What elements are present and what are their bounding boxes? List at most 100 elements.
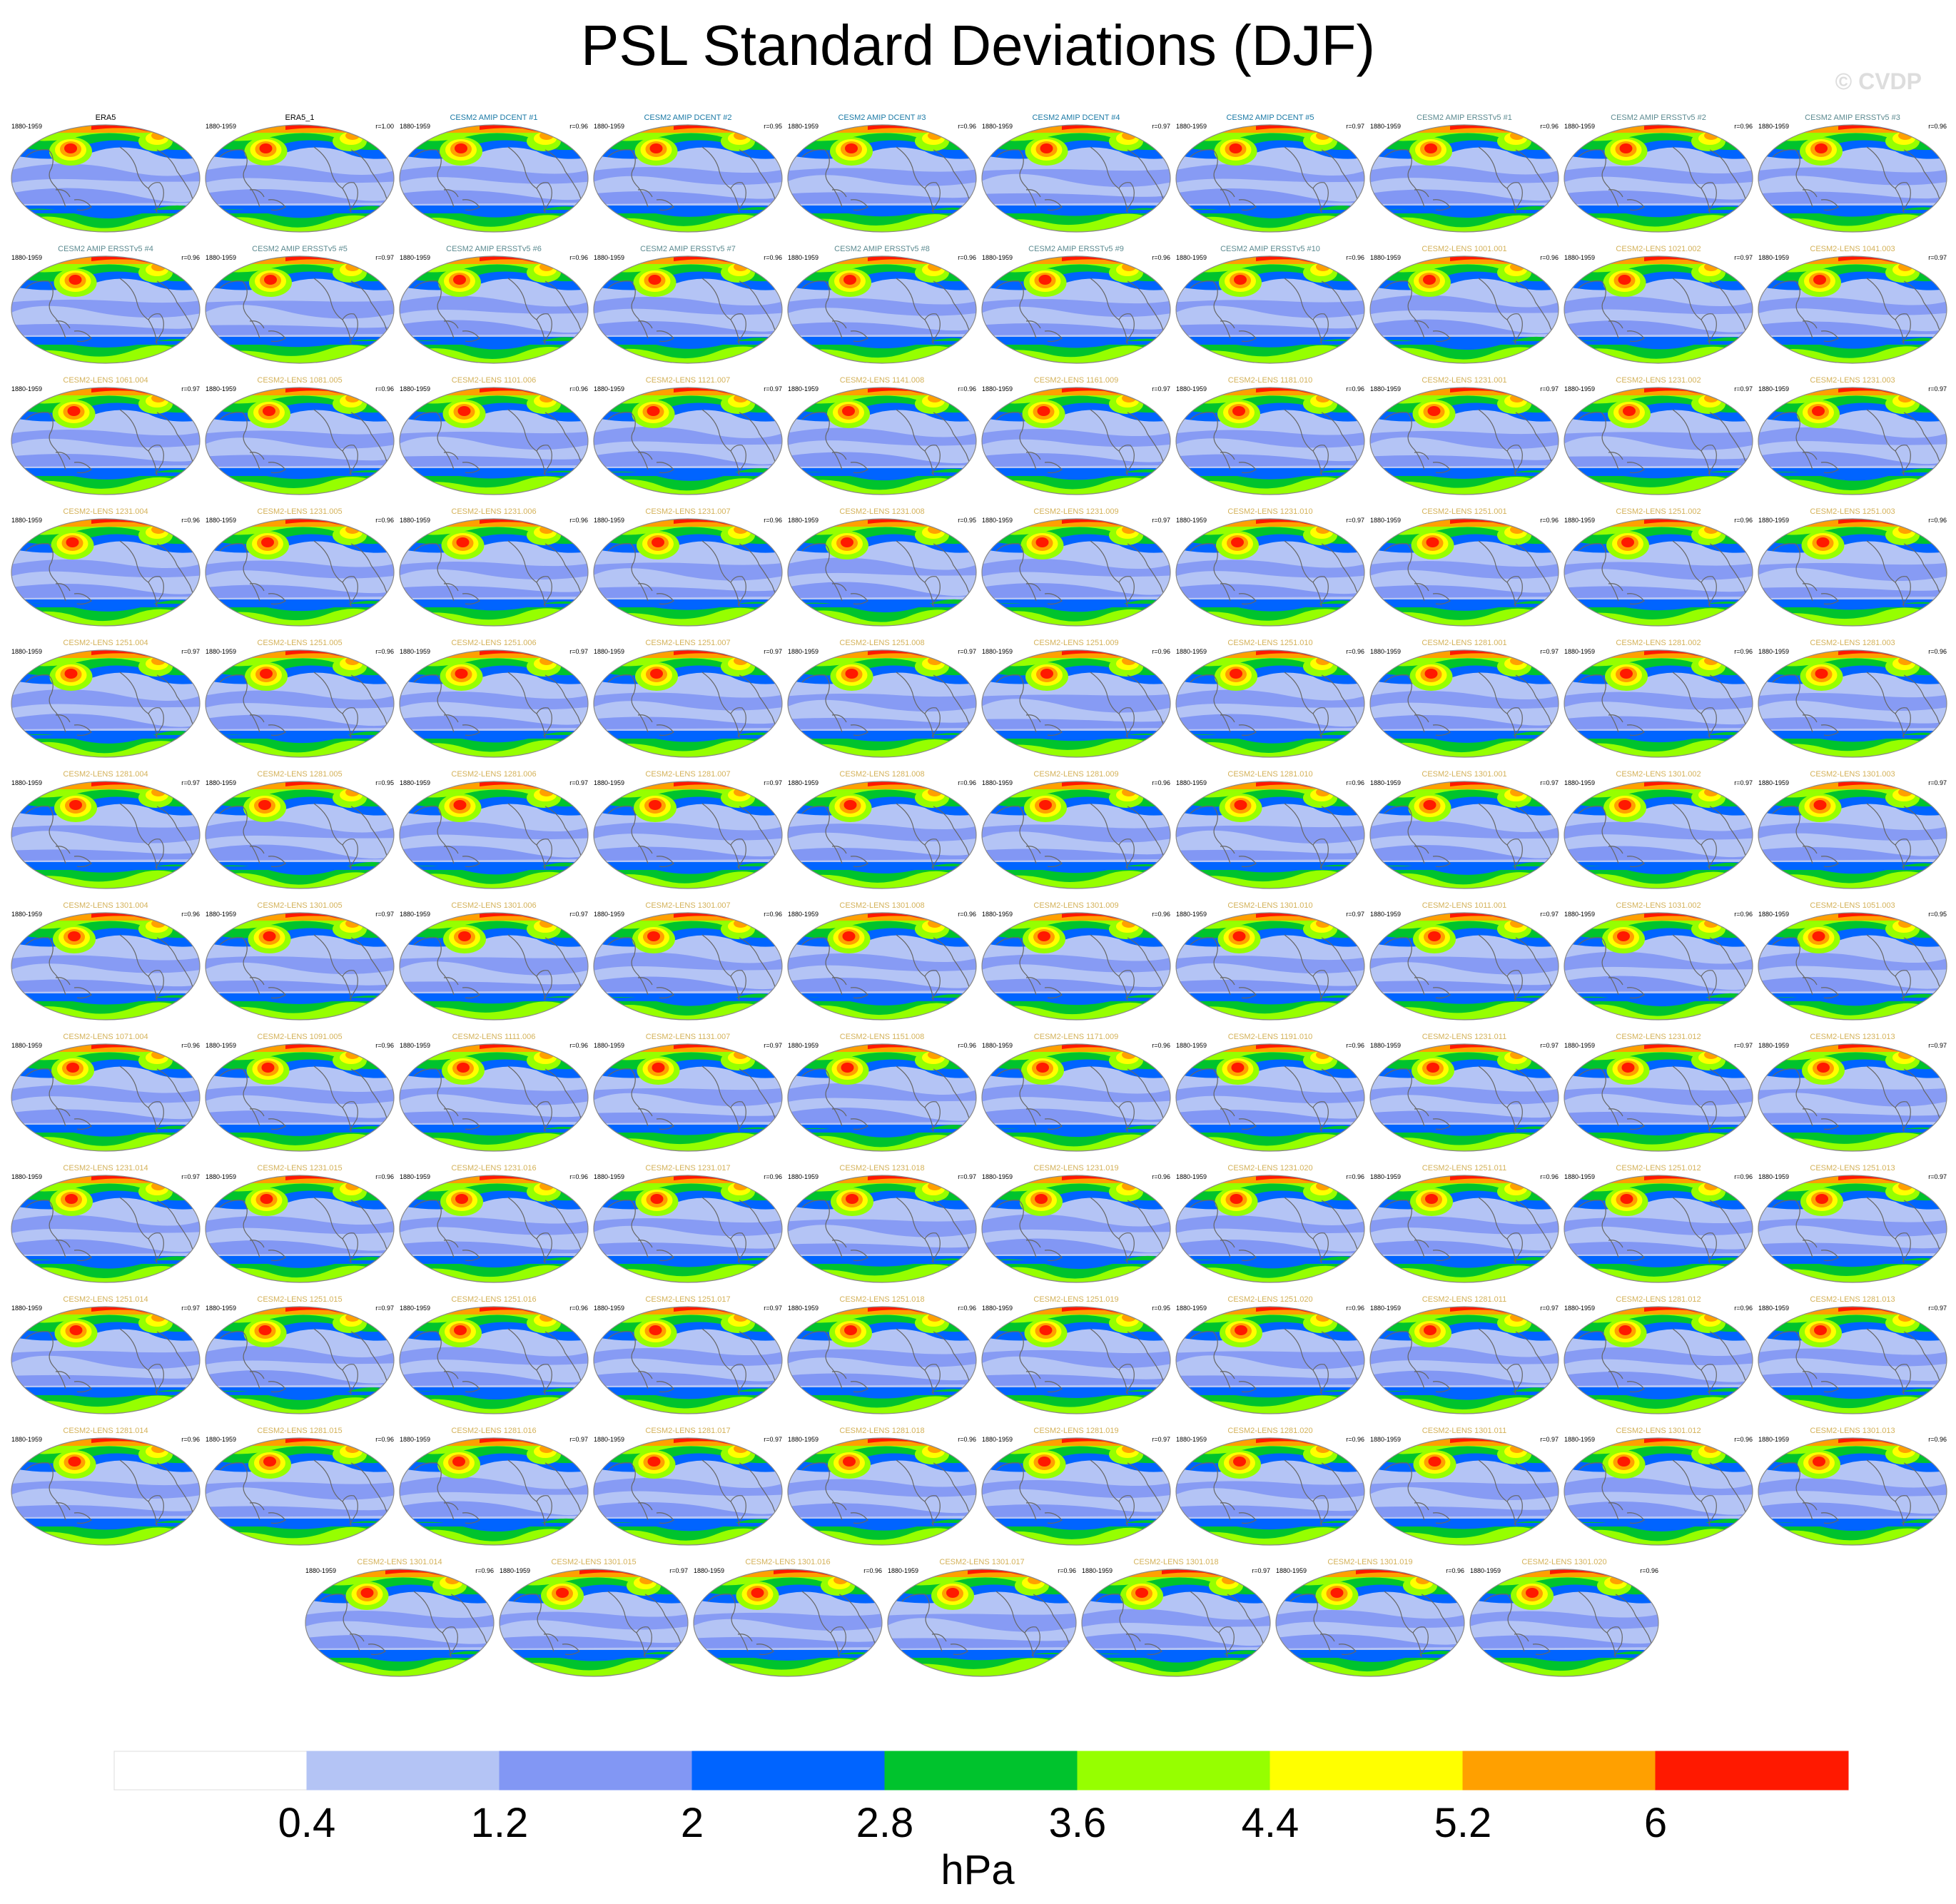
panel-correlation: r=0.96 bbox=[475, 1567, 494, 1574]
panel-period: 1880-1959 bbox=[1758, 1173, 1789, 1180]
panel-title: CESM2 AMIP DCENT #2 bbox=[644, 113, 731, 122]
panel-correlation: r=0.96 bbox=[1152, 779, 1170, 786]
map-panel: CESM2-LENS 1281.013 1880-1959 r=0.97 bbox=[1758, 1295, 1947, 1414]
panel-title: CESM2-LENS 1231.016 bbox=[451, 1164, 536, 1173]
panel-period: 1880-1959 bbox=[1176, 123, 1207, 130]
panel-title: CESM2-LENS 1251.015 bbox=[257, 1295, 342, 1304]
panel-correlation: r=0.97 bbox=[375, 911, 394, 918]
panel-title: CESM2 AMIP ERSSTv5 #10 bbox=[1220, 245, 1320, 253]
map-panel: CESM2-LENS 1251.020 1880-1959 r=0.96 bbox=[1175, 1295, 1365, 1414]
panel-correlation: r=0.96 bbox=[1540, 123, 1559, 130]
panel-title: CESM2-LENS 1251.008 bbox=[839, 639, 924, 647]
panel-title: CESM2-LENS 1011.001 bbox=[1422, 901, 1506, 910]
panel-title: CESM2-LENS 1281.005 bbox=[257, 770, 342, 779]
panel-period: 1880-1959 bbox=[206, 517, 236, 524]
map-panel: CESM2 AMIP DCENT #5 1880-1959 r=0.97 bbox=[1175, 113, 1365, 233]
panel-correlation: r=0.96 bbox=[181, 1436, 200, 1443]
panel-period: 1880-1959 bbox=[594, 1305, 624, 1312]
panel-correlation: r=0.97 bbox=[1928, 254, 1947, 261]
panel-period: 1880-1959 bbox=[1758, 123, 1789, 130]
panel-correlation: r=0.97 bbox=[1152, 385, 1170, 393]
panel-correlation: r=0.97 bbox=[958, 648, 976, 655]
panel-correlation: r=0.97 bbox=[569, 911, 588, 918]
panel-period: 1880-1959 bbox=[1370, 123, 1401, 130]
map-panel: CESM2-LENS 1231.015 1880-1959 r=0.96 bbox=[205, 1164, 395, 1283]
panel-correlation: r=0.97 bbox=[1540, 1305, 1559, 1312]
panel-correlation: r=0.97 bbox=[764, 1305, 782, 1312]
panel-correlation: r=0.96 bbox=[1058, 1567, 1076, 1574]
panel-correlation: r=0.96 bbox=[1928, 517, 1947, 524]
panel-correlation: r=0.96 bbox=[375, 385, 394, 393]
panel-period: 1880-1959 bbox=[1370, 1436, 1401, 1443]
map-panel: CESM2-LENS 1091.005 1880-1959 r=0.96 bbox=[205, 1033, 395, 1152]
panel-period: 1880-1959 bbox=[982, 123, 1013, 130]
map-panel: CESM2-LENS 1301.014 1880-1959 r=0.96 bbox=[305, 1558, 495, 1677]
panel-title: ERA5 bbox=[96, 113, 116, 122]
panel-title: CESM2-LENS 1121.007 bbox=[646, 376, 730, 385]
map-panel: CESM2-LENS 1281.009 1880-1959 r=0.96 bbox=[981, 770, 1171, 889]
panel-period: 1880-1959 bbox=[788, 779, 819, 786]
panel-period: 1880-1959 bbox=[1564, 385, 1595, 393]
map-panel: CESM2-LENS 1061.004 1880-1959 r=0.97 bbox=[11, 376, 201, 495]
panel-title: CESM2-LENS 1251.020 bbox=[1227, 1295, 1312, 1304]
map-panel: CESM2-LENS 1251.019 1880-1959 r=0.95 bbox=[981, 1295, 1171, 1414]
map-panel: CESM2-LENS 1251.007 1880-1959 r=0.97 bbox=[593, 639, 783, 758]
panel-period: 1880-1959 bbox=[1758, 648, 1789, 655]
panel-correlation: r=0.96 bbox=[958, 123, 976, 130]
map-panel: CESM2-LENS 1251.014 1880-1959 r=0.97 bbox=[11, 1295, 201, 1414]
map-panel: CESM2-LENS 1171.009 1880-1959 r=0.96 bbox=[981, 1033, 1171, 1152]
map-panel: CESM2-LENS 1231.006 1880-1959 r=0.96 bbox=[399, 507, 589, 627]
map-panel: CESM2-LENS 1301.006 1880-1959 r=0.97 bbox=[399, 901, 589, 1021]
map-panel: CESM2-LENS 1251.004 1880-1959 r=0.97 bbox=[11, 639, 201, 758]
panel-correlation: r=0.96 bbox=[1734, 517, 1753, 524]
panel-title: CESM2-LENS 1111.006 bbox=[452, 1033, 536, 1041]
panel-period: 1880-1959 bbox=[206, 779, 236, 786]
panel-period: 1880-1959 bbox=[500, 1567, 530, 1574]
panel-title: CESM2-LENS 1251.013 bbox=[1810, 1164, 1895, 1173]
map-panel: CESM2-LENS 1231.014 1880-1959 r=0.97 bbox=[11, 1164, 201, 1283]
panel-title: CESM2-LENS 1301.009 bbox=[1033, 901, 1118, 910]
panel-correlation: r=0.97 bbox=[1734, 1042, 1753, 1049]
panel-period: 1880-1959 bbox=[982, 1436, 1013, 1443]
panel-correlation: r=0.97 bbox=[1540, 385, 1559, 393]
panel-correlation: r=0.96 bbox=[181, 254, 200, 261]
panel-period: 1880-1959 bbox=[11, 123, 42, 130]
panel-correlation: r=0.97 bbox=[1734, 385, 1753, 393]
panel-period: 1880-1959 bbox=[982, 648, 1013, 655]
panel-period: 1880-1959 bbox=[788, 911, 819, 918]
panel-title: CESM2-LENS 1231.012 bbox=[1616, 1033, 1701, 1041]
panel-period: 1880-1959 bbox=[1370, 1305, 1401, 1312]
panel-title: CESM2-LENS 1251.004 bbox=[63, 639, 148, 647]
panel-period: 1880-1959 bbox=[11, 254, 42, 261]
map-panel: CESM2-LENS 1251.006 1880-1959 r=0.97 bbox=[399, 639, 589, 758]
panel-period: 1880-1959 bbox=[1176, 648, 1207, 655]
panel-title: CESM2-LENS 1231.007 bbox=[645, 507, 730, 516]
panel-period: 1880-1959 bbox=[206, 385, 236, 393]
panel-period: 1880-1959 bbox=[594, 1173, 624, 1180]
panel-period: 1880-1959 bbox=[1564, 1436, 1595, 1443]
map-panel: CESM2-LENS 1231.011 1880-1959 r=0.97 bbox=[1369, 1033, 1559, 1152]
map-panel: ERA5_1 1880-1959 r=1.00 bbox=[205, 113, 395, 233]
map-panel: CESM2-LENS 1301.004 1880-1959 r=0.96 bbox=[11, 901, 201, 1021]
panel-title: CESM2-LENS 1281.020 bbox=[1227, 1427, 1312, 1435]
panel-title: CESM2-LENS 1251.018 bbox=[839, 1295, 924, 1304]
panel-period: 1880-1959 bbox=[982, 1042, 1013, 1049]
panel-period: 1880-1959 bbox=[11, 1305, 42, 1312]
panel-title: CESM2-LENS 1091.005 bbox=[257, 1033, 342, 1041]
panel-correlation: r=0.96 bbox=[764, 1173, 782, 1180]
panel-title: ERA5_1 bbox=[285, 113, 315, 122]
map-panel: CESM2-LENS 1281.004 1880-1959 r=0.97 bbox=[11, 770, 201, 889]
panel-title: CESM2-LENS 1251.007 bbox=[645, 639, 730, 647]
panel-correlation: r=0.97 bbox=[1928, 1042, 1947, 1049]
panel-period: 1880-1959 bbox=[788, 517, 819, 524]
map-panel: CESM2-LENS 1251.016 1880-1959 r=0.96 bbox=[399, 1295, 589, 1414]
panel-title: CESM2-LENS 1281.012 bbox=[1616, 1295, 1701, 1304]
panel-period: 1880-1959 bbox=[400, 779, 430, 786]
panel-correlation: r=0.96 bbox=[1346, 1173, 1364, 1180]
panel-title: CESM2-LENS 1301.017 bbox=[939, 1558, 1024, 1566]
panel-title: CESM2 AMIP ERSSTv5 #5 bbox=[252, 245, 348, 253]
panel-period: 1880-1959 bbox=[594, 1436, 624, 1443]
map-panel: CESM2-LENS 1301.018 1880-1959 r=0.97 bbox=[1081, 1558, 1271, 1677]
panel-correlation: r=0.96 bbox=[569, 254, 588, 261]
panel-period: 1880-1959 bbox=[1176, 911, 1207, 918]
